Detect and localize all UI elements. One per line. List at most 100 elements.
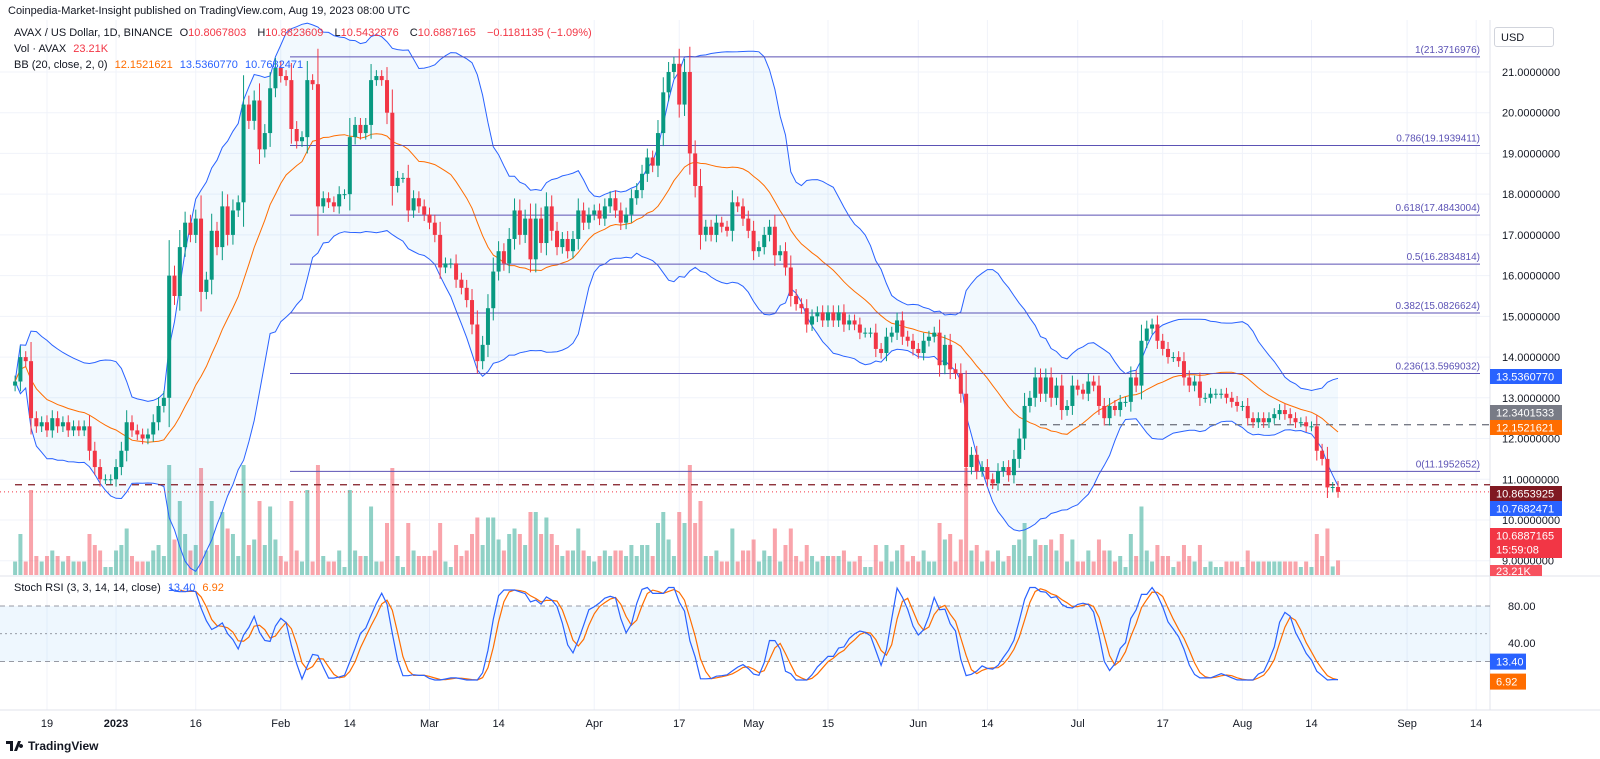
volume-bar xyxy=(135,561,140,575)
candle-body xyxy=(841,312,846,325)
candle xyxy=(1197,372,1202,406)
candle xyxy=(400,172,405,183)
volume-bar xyxy=(698,501,703,575)
candle xyxy=(427,207,432,230)
candle xyxy=(1027,390,1032,413)
volume-bar xyxy=(257,501,262,575)
volume-bar xyxy=(315,465,320,575)
candle xyxy=(443,257,448,274)
volume-bar xyxy=(209,501,214,575)
candle-body xyxy=(167,275,172,398)
candle-body xyxy=(225,206,230,235)
candle xyxy=(167,240,172,428)
currency-button[interactable]: USD xyxy=(1494,27,1554,47)
candle xyxy=(1320,443,1325,466)
candle xyxy=(1219,388,1224,399)
candle-body xyxy=(1059,385,1064,411)
candle-body xyxy=(640,173,645,191)
candle xyxy=(873,323,878,358)
candle xyxy=(889,326,894,343)
volume-bar xyxy=(1213,567,1218,575)
candle xyxy=(278,60,283,83)
candle-body xyxy=(788,267,793,296)
candle-body xyxy=(1107,405,1112,419)
candle xyxy=(953,363,958,380)
candle-body xyxy=(576,210,581,239)
candle xyxy=(942,334,947,375)
candle xyxy=(1070,375,1075,415)
candle-body xyxy=(804,308,809,325)
candle-body xyxy=(44,422,49,431)
volume-bar xyxy=(900,545,905,575)
volume-bar xyxy=(480,545,485,575)
candle-body xyxy=(1171,357,1176,359)
candle xyxy=(395,170,400,193)
fib-level-label: 0.618(17.4843004) xyxy=(1395,203,1480,214)
candle xyxy=(533,203,538,273)
candle-body xyxy=(183,222,188,248)
volume-bar xyxy=(475,517,480,575)
candle-body xyxy=(932,332,937,337)
candle xyxy=(703,219,708,242)
candle-body xyxy=(879,348,884,354)
volume-bar xyxy=(50,550,55,575)
candle xyxy=(693,140,698,198)
volume-bar xyxy=(1304,561,1309,575)
volume-legend[interactable]: Vol · AVAX 23.21K xyxy=(14,43,112,55)
candle-body xyxy=(799,304,804,309)
candle xyxy=(124,410,129,462)
candle-body xyxy=(555,230,560,248)
candle-body xyxy=(172,275,177,296)
candle-body xyxy=(66,422,71,431)
volume-badge xyxy=(1490,565,1542,576)
candle xyxy=(448,258,453,269)
candle xyxy=(1134,370,1139,393)
candle-body xyxy=(390,112,395,187)
candle-body xyxy=(629,198,634,215)
price-badge xyxy=(1490,528,1562,558)
volume-bar xyxy=(496,539,501,575)
candle-body xyxy=(985,467,990,480)
volume-bar xyxy=(1027,556,1032,575)
volume-bar xyxy=(151,550,156,575)
candle xyxy=(910,333,915,356)
volume-bar xyxy=(1059,534,1064,575)
candle xyxy=(714,214,719,243)
candle-body xyxy=(661,92,666,134)
candle xyxy=(135,424,140,441)
candle-body xyxy=(698,186,703,235)
candle xyxy=(353,116,358,145)
volume-bar xyxy=(794,556,799,575)
high-label: H xyxy=(257,27,266,39)
volume-bar xyxy=(602,550,607,575)
volume-bar xyxy=(655,523,660,575)
candle xyxy=(730,190,735,242)
candle-body xyxy=(921,340,926,354)
candle xyxy=(549,195,554,241)
candle-body xyxy=(964,393,969,468)
candle-body xyxy=(294,128,299,142)
price-axis-label: 13.0000000 xyxy=(1502,393,1560,405)
stoch-legend[interactable]: Stoch RSI (3, 3, 14, 14, close) 13.40 6.… xyxy=(14,582,228,594)
volume-bar xyxy=(1022,523,1027,575)
candle-body xyxy=(438,234,443,268)
candle-body xyxy=(852,320,857,325)
candle-body xyxy=(1213,393,1218,395)
candle-body xyxy=(1160,340,1165,349)
candle-body xyxy=(257,100,262,150)
volume-bar xyxy=(114,550,119,575)
tradingview-logo[interactable]: TradingView xyxy=(6,739,98,753)
bb-legend[interactable]: BB (20, close, 2, 0) 12.1521621 13.53607… xyxy=(14,59,307,71)
volume-bar xyxy=(884,545,889,575)
candle-body xyxy=(1197,381,1202,398)
candle-body xyxy=(347,137,352,195)
candle xyxy=(1043,368,1048,402)
volume-bar xyxy=(740,550,745,575)
volume-bar xyxy=(262,545,267,575)
volume-bar xyxy=(1001,561,1006,575)
candle xyxy=(666,61,671,102)
candle-body xyxy=(82,426,87,431)
candle-body xyxy=(910,340,915,349)
candle xyxy=(342,189,347,200)
